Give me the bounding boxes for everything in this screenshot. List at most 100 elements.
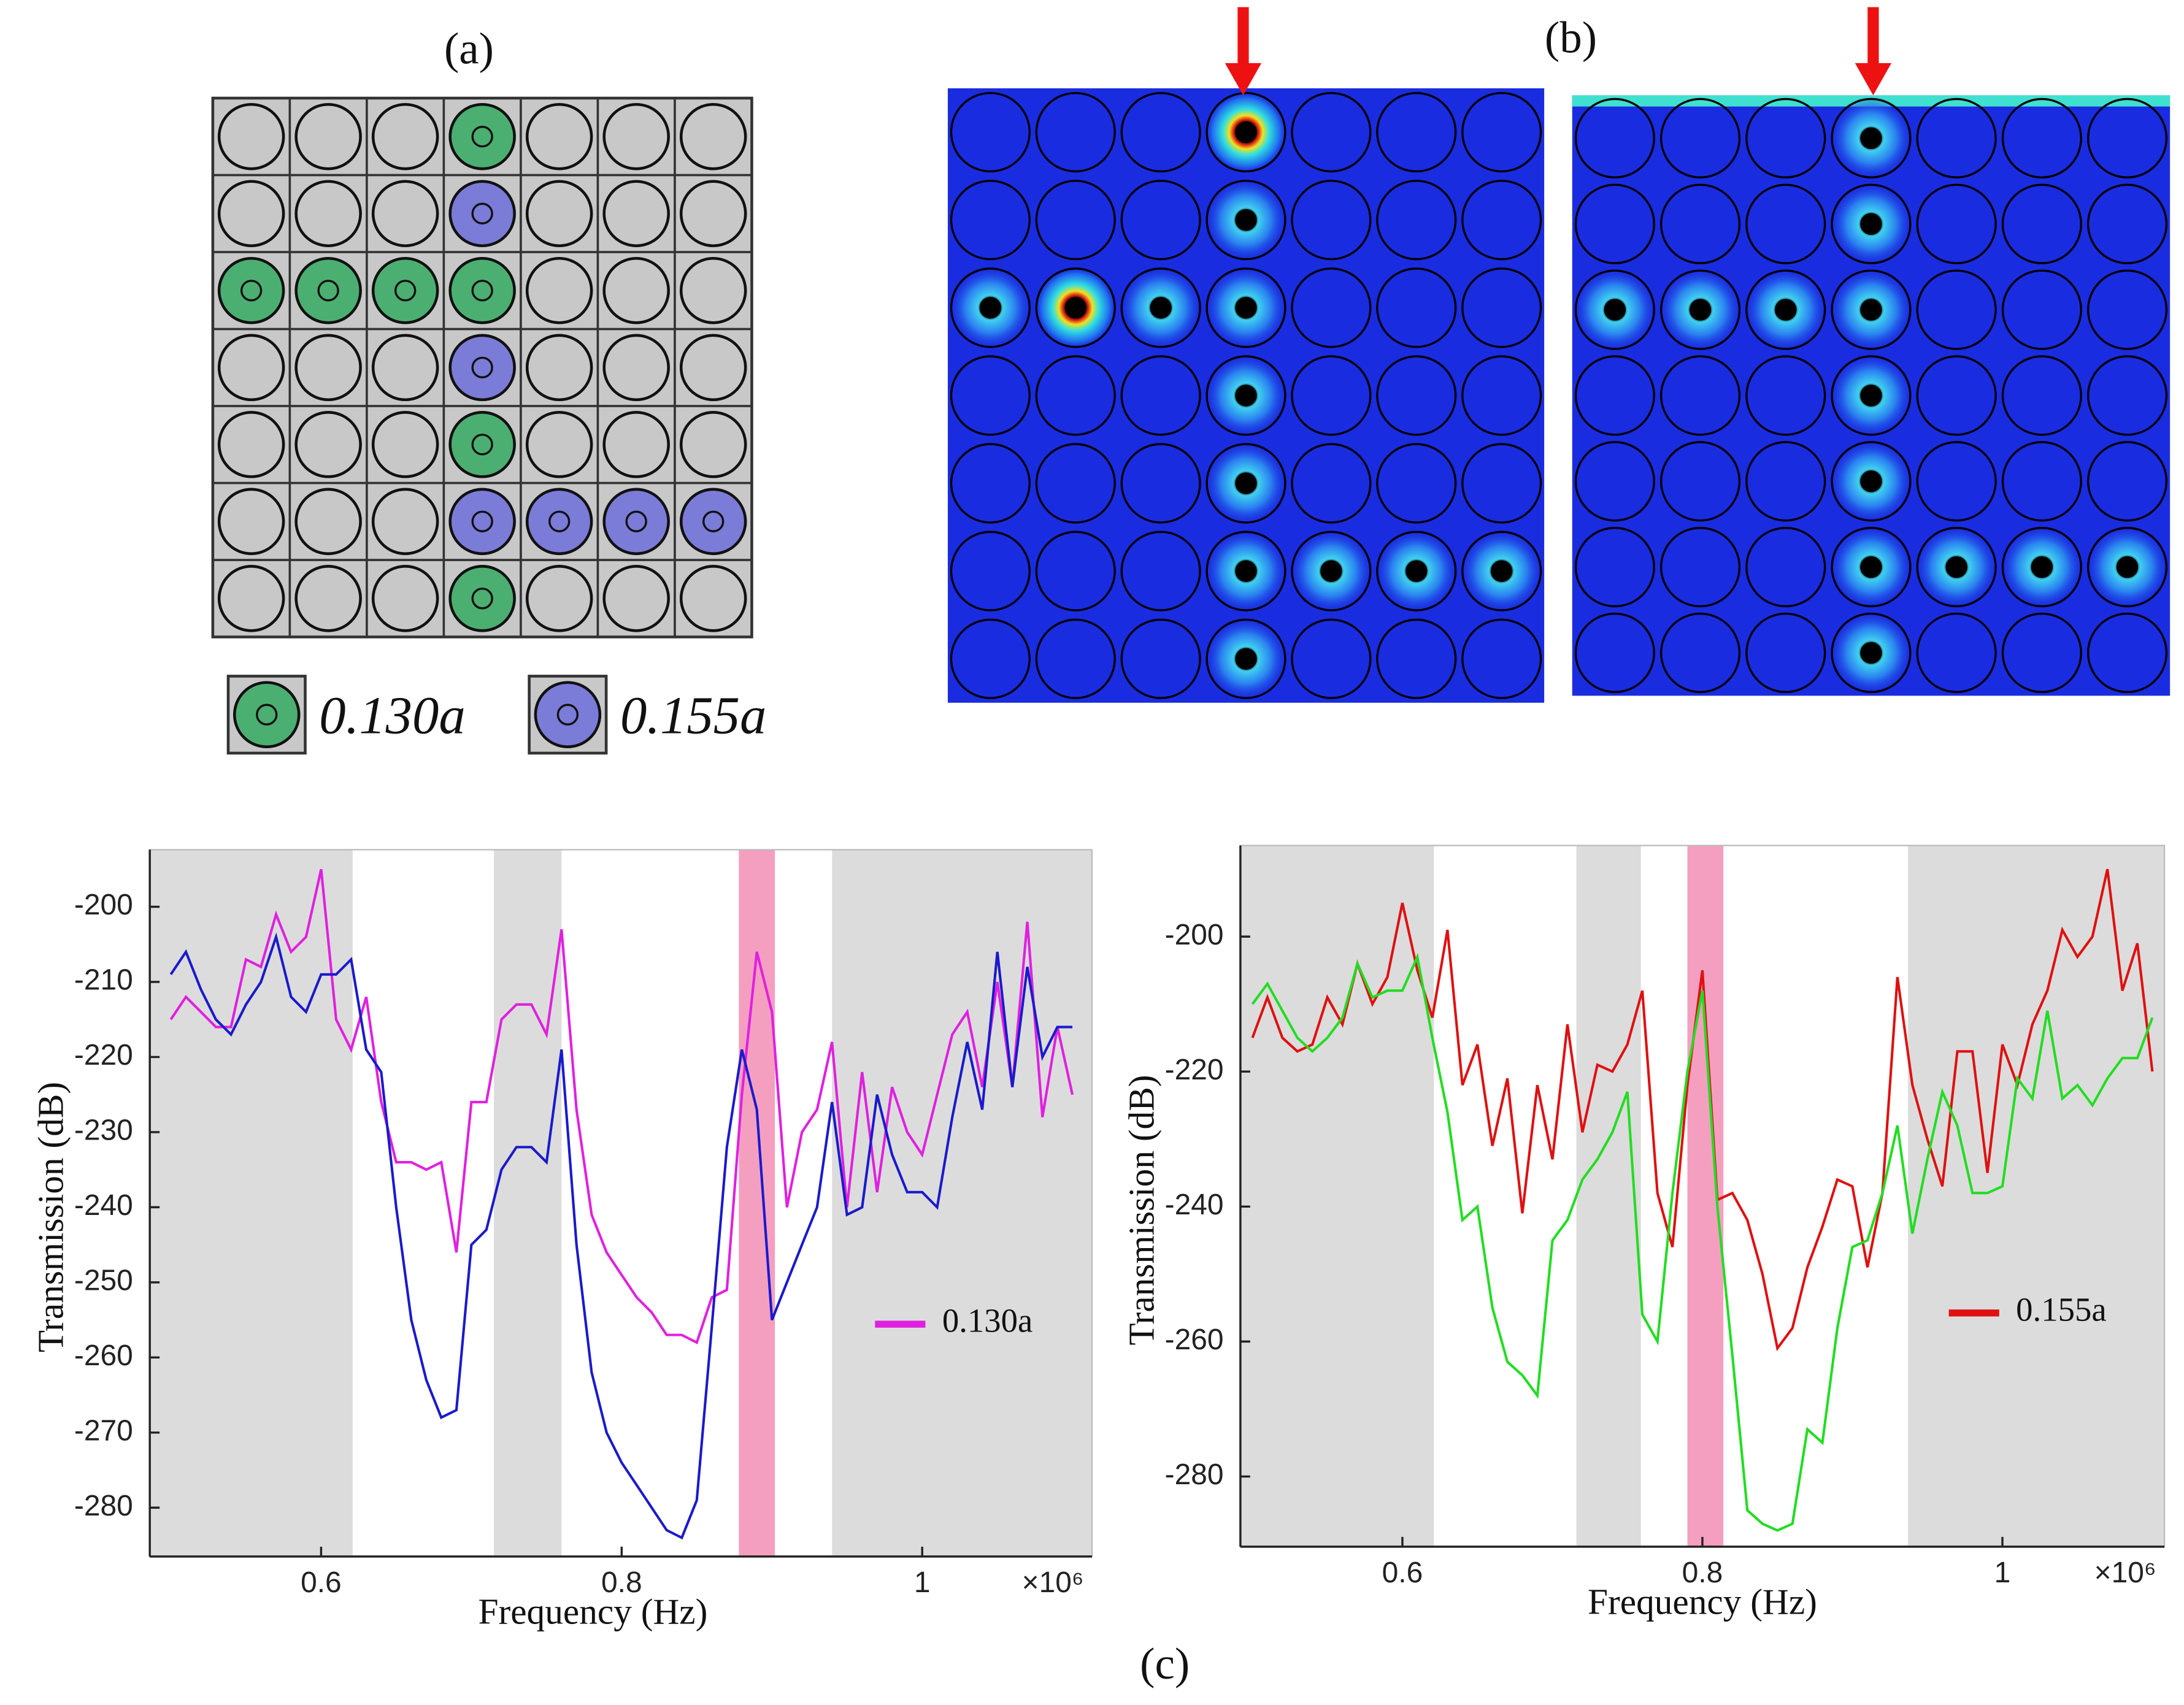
legend-label: 0.130a [942,1302,1033,1339]
rod-core [471,126,493,148]
rod-core [1860,127,1882,150]
field-glow [2085,525,2170,610]
rod-outline [1831,441,1912,522]
rod [217,256,285,324]
rod-core [471,588,493,610]
chart: -280 -270 -260 -250 -240 -230 -220 -210 -200 0.6 0… [31,849,1093,1631]
rod-outline [1205,355,1286,436]
rod [525,334,593,402]
red-arrow [1855,7,1892,96]
rod-core [1235,121,1257,144]
rod-outline [1205,180,1286,261]
rod-outline [1574,98,1655,178]
rod-outline [1205,443,1286,524]
rod-outline [1745,612,1826,694]
rod-outline [1574,527,1655,608]
rod [217,488,285,556]
rod-outline [1916,269,1997,350]
rod [217,334,285,402]
rod [679,565,747,632]
x-tick-label: 0.6 [301,1566,342,1599]
rod [525,180,593,248]
rod [679,334,747,402]
rod-outline [1291,180,1372,261]
rod-outline [1461,267,1542,348]
rod [217,411,285,478]
field-glow [1204,266,1288,350]
rod-outline [1461,443,1542,524]
rod-outline [2086,183,2168,264]
rod-core [1150,297,1172,319]
rod-outline [2086,98,2168,178]
rod-outline [1120,618,1201,699]
rod [448,180,516,248]
rod [294,180,362,248]
rod-core [548,510,571,532]
rod-outline [1376,180,1457,261]
rod-core [1860,385,1882,407]
rod [371,102,439,170]
y-tick-label: -200 [74,889,133,921]
rod-outline [1831,612,1912,694]
rod-outline [2086,269,2168,350]
rod-outline [1831,269,1912,350]
rod-outline [2086,441,2168,522]
rod-outline [1659,527,1741,608]
rod-outline [2001,183,2082,264]
field-glow [1289,529,1374,613]
x-multiplier: ×10⁶ [1022,1566,1084,1599]
rod-outline [950,618,1031,699]
panel-label: (c) [1140,1639,1190,1688]
rod-outline [950,531,1031,611]
field-glow [1459,529,1544,613]
rod [602,565,670,632]
field-glow [1829,182,1913,266]
rod-core [1235,385,1257,407]
rod [371,180,439,248]
legend-rod [534,681,602,748]
legend-label: 0.155a [620,686,766,745]
rod-outline [1291,355,1372,436]
rod [294,488,362,556]
y-tick-label: -220 [1165,1054,1224,1086]
rod-outline [1574,269,1655,350]
field-glow [1999,525,2084,610]
rod [525,102,593,170]
rod [294,334,362,402]
rod-core [1604,299,1626,321]
rod [679,411,747,478]
rod-core [1860,556,1882,578]
field-glow [1204,529,1288,613]
rod-outline [950,355,1031,436]
rod-outline [1461,180,1542,261]
rod-outline [1291,267,1372,348]
rod-outline [2001,98,2082,178]
rod [679,488,747,556]
rod-core [1405,560,1428,582]
rod-outline [1916,612,1997,694]
rod-outline [1461,91,1542,173]
field-glow [1204,441,1288,526]
field-glow [1829,439,1913,524]
legend-label: 0.155a [2016,1290,2107,1328]
field-glow [1118,266,1203,350]
field-glow [1829,611,1913,695]
rod [525,488,593,556]
rod [217,180,285,248]
rod [602,411,670,478]
x-tick-label: 0.8 [1682,1557,1723,1589]
rod-core [702,510,725,532]
rod-outline [1376,355,1457,436]
rod [602,334,670,402]
field-glow [1204,90,1288,175]
rod-core [1235,648,1257,670]
rod-outline [1035,355,1116,436]
rod-outline [1574,355,1655,436]
rod-core [240,280,263,302]
rod-outline [2001,269,2082,350]
y-tick-label: -210 [74,964,133,997]
rod-outline [1745,355,1826,436]
rod [371,565,439,632]
rod-core [1235,209,1257,231]
rod-core [1860,299,1882,321]
